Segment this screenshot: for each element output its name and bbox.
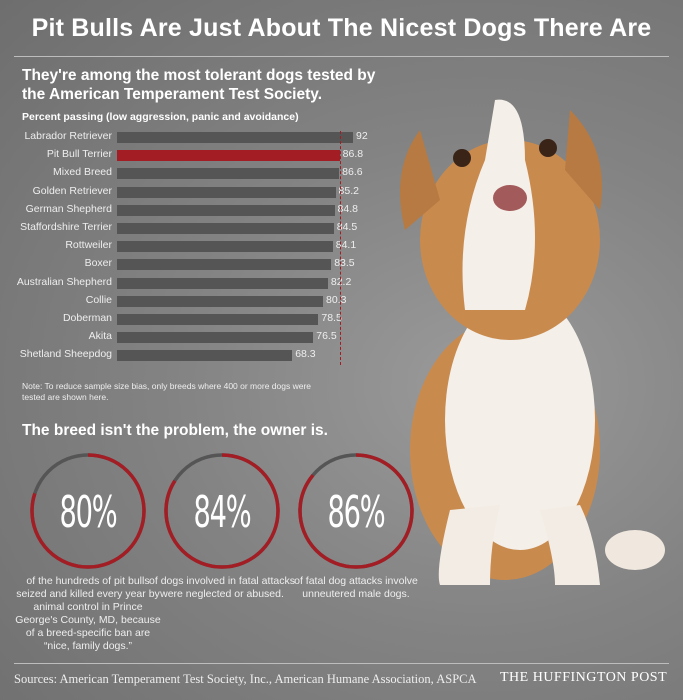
bar-row: Labrador Retriever 92 — [0, 130, 400, 144]
bar-label: Collie — [85, 293, 112, 306]
chart-subtitle: They're among the most tolerant dogs tes… — [22, 67, 376, 103]
stat-ring: 84% — [164, 453, 280, 569]
bar-row: Boxer 83.5 — [0, 257, 400, 271]
page-title: Pit Bulls Are Just About The Nicest Dogs… — [31, 14, 652, 42]
title-divider — [14, 56, 669, 57]
bar-label: German Shepherd — [25, 202, 112, 215]
bar-value: 84.8 — [337, 202, 358, 215]
puppy-photo — [400, 99, 665, 585]
stat-value: 86% — [328, 486, 385, 538]
bar-label: Australian Shepherd — [16, 275, 112, 288]
bar — [117, 132, 353, 143]
bar-row: Doberman 78.5 — [0, 312, 400, 326]
bar — [117, 223, 334, 234]
bar — [117, 259, 332, 271]
bar — [117, 186, 336, 198]
bar-value: 92 — [356, 130, 368, 142]
bar-label: Boxer — [84, 257, 112, 270]
bar-label: Akita — [88, 330, 112, 343]
stat-caption: of the hundreds of pit bulls seized and … — [15, 575, 161, 652]
stat-ring: 80% — [30, 453, 146, 569]
brand-logo: THE HUFFINGTON POST — [500, 670, 668, 685]
stat-value: 84% — [194, 486, 251, 538]
bar-row: Golden Retriever 85.2 — [0, 185, 400, 199]
chart-note: Note: To reduce sample size bias, only b… — [22, 381, 311, 402]
bar-label: Doberman — [62, 312, 112, 324]
bar-row: Collie 80.3 — [0, 294, 400, 308]
bar-value: 78.5 — [321, 312, 342, 324]
bar-value: 83.5 — [334, 257, 355, 270]
footer-divider — [14, 663, 669, 664]
stat-arc — [298, 453, 414, 569]
bar-row: Rottweiler 84.1 — [0, 239, 400, 253]
section-heading: The breed isn't the problem, the owner i… — [22, 422, 328, 439]
stat-caption: of dogs involved in fatal attacks were n… — [149, 575, 295, 600]
bar-row: Mixed Breed 86.6 — [0, 166, 400, 180]
chart-title: Percent passing (low aggression, panic a… — [22, 111, 299, 123]
bar — [117, 332, 314, 344]
stat-arc — [30, 453, 146, 569]
bar-row: German Shepherd 84.8 — [0, 203, 400, 217]
bar-label: Mixed Breed — [53, 166, 112, 179]
bar-value: 80.3 — [325, 293, 347, 306]
stat-arc — [164, 453, 280, 569]
bar-label: Staffordshire Terrier — [20, 221, 112, 233]
bar-value: 84.5 — [336, 221, 358, 233]
bar — [117, 150, 340, 162]
stat-ring: 86% — [298, 453, 414, 569]
reference-line — [339, 131, 341, 365]
bar — [117, 314, 319, 325]
bar-row: Australian Shepherd 82.2 — [0, 276, 400, 290]
bar-value: 86.6 — [342, 166, 363, 179]
bar-value: 76.5 — [316, 330, 337, 343]
bar-value: 85.2 — [338, 184, 359, 197]
stat-caption: of fatal dog attacks involve unneutered … — [294, 575, 418, 600]
bar — [117, 350, 293, 362]
bar — [117, 295, 323, 307]
sources: Sources: American Temperament Test Socie… — [14, 672, 477, 686]
bar-label: Pit Bull Terrier — [46, 148, 112, 161]
bar-label: Shetland Sheepdog — [19, 348, 112, 361]
bar-row: Staffordshire Terrier 84.5 — [0, 221, 400, 235]
stat-value: 80% — [60, 486, 117, 538]
bar-row: Shetland Sheepdog 68.3 — [0, 348, 400, 362]
bar — [117, 168, 340, 180]
bar — [117, 277, 328, 289]
bar-label: Rottweiler — [65, 239, 112, 252]
bar-row: Akita 76.5 — [0, 330, 400, 344]
bar-value: 68.3 — [295, 348, 316, 361]
bar-value: 84.1 — [335, 239, 357, 252]
bar-label: Labrador Retriever — [24, 130, 112, 142]
bar — [117, 204, 335, 216]
bar-label: Golden Retriever — [32, 184, 112, 197]
bar — [117, 241, 333, 253]
bar-value: 82.2 — [330, 275, 352, 288]
bar-value: 86.8 — [342, 148, 364, 161]
bar-row: Pit Bull Terrier 86.8 — [0, 148, 400, 162]
